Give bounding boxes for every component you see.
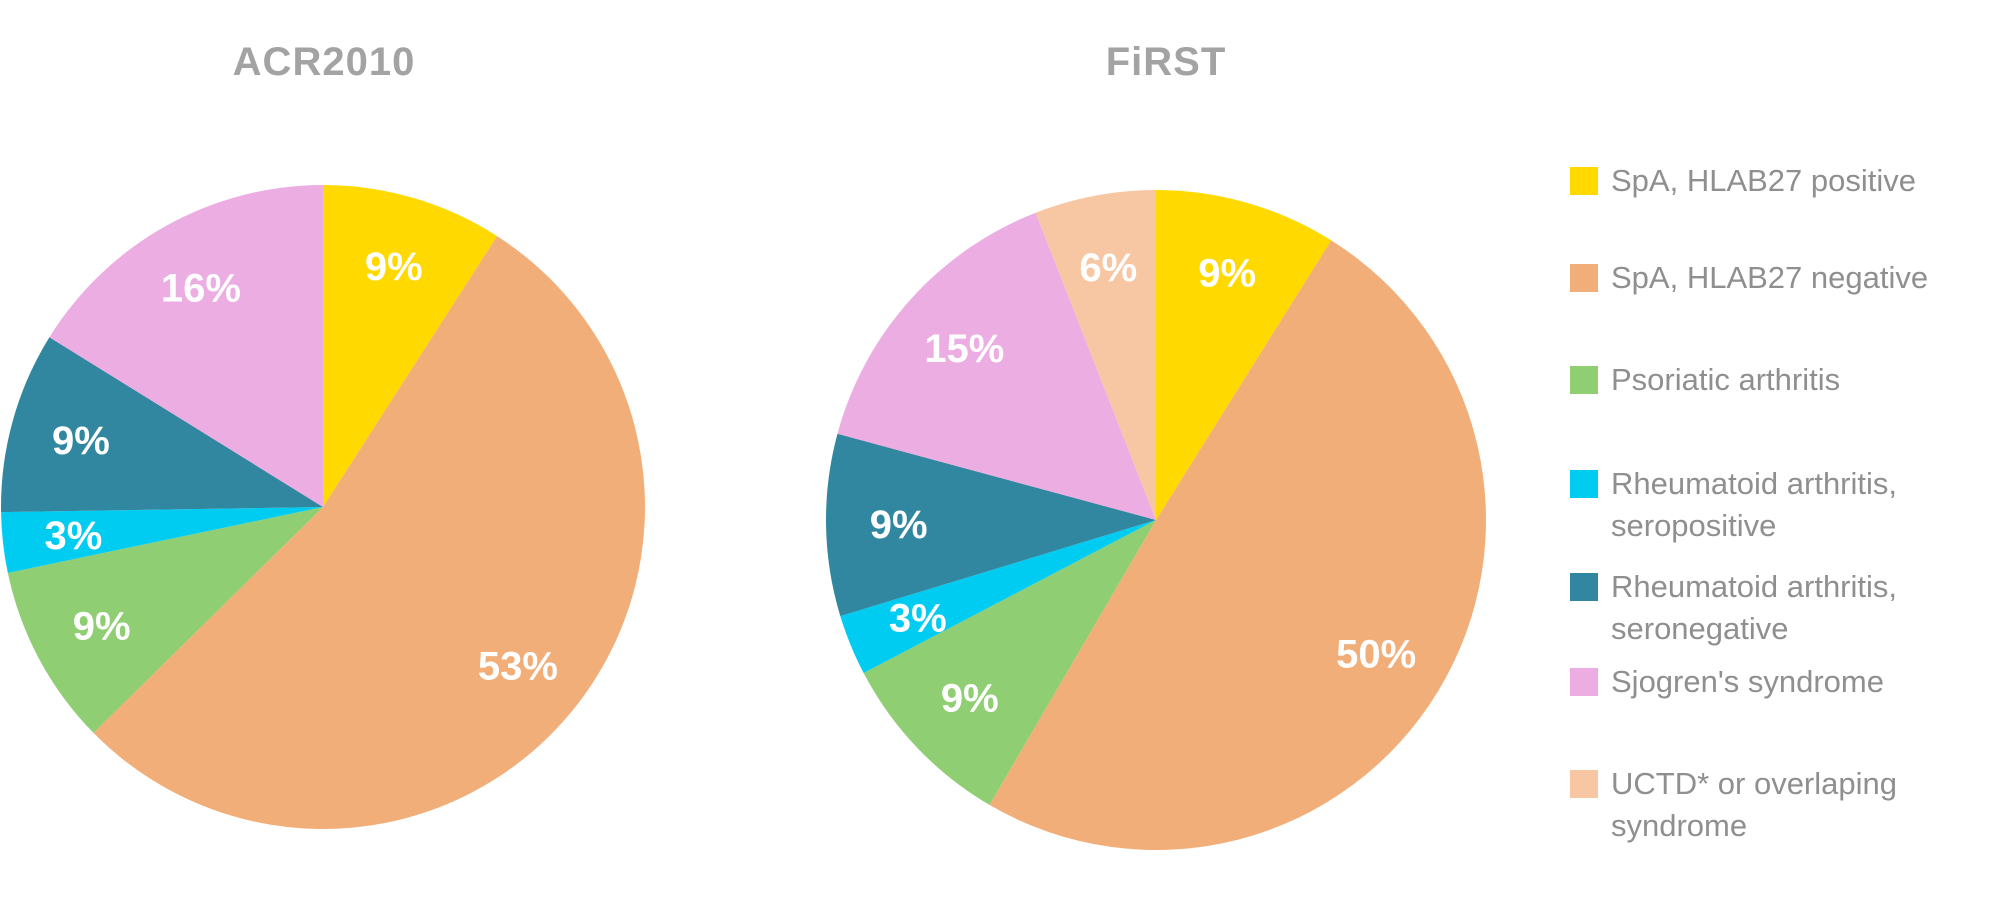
pie-slice (837, 212, 1156, 520)
pie-data-label: 9% (73, 605, 131, 649)
pie-slice (1, 507, 324, 573)
pie-data-label: 9% (1198, 252, 1256, 296)
pie-slice (840, 520, 1156, 674)
legend-label: UCTD* or overlaping syndrome (1611, 766, 1897, 843)
legend-item-uctd-overlaping-syndrome: UCTD* or overlaping syndrome (1570, 763, 2003, 847)
legend-label: Sjogren's syndrome (1611, 664, 1884, 699)
legend-swatch-icon (1570, 770, 1598, 798)
pie-slice (323, 185, 498, 507)
pie-data-label: 9% (52, 419, 110, 463)
pie-data-label: 9% (365, 245, 423, 289)
legend-label: SpA, HLAB27 negative (1611, 260, 1929, 295)
legend-item-spa-hlab27-negative: SpA, HLAB27 negative (1570, 257, 2003, 299)
legend-item-ra-seronegative: Rheumatoid arthritis, seronegative (1570, 566, 2003, 650)
pie-slice (49, 185, 323, 507)
chart-title-acr2010: ACR2010 (232, 40, 416, 84)
pie-chart-first: 9% 50% 9% 3% 9% 15% 6% (824, 188, 1488, 857)
legend-swatch-icon (1570, 264, 1598, 292)
legend-swatch-icon (1570, 366, 1598, 394)
legend-item-psoriatic-arthritis: Psoriatic arthritis (1570, 359, 2003, 401)
legend-label: Psoriatic arthritis (1611, 362, 1841, 397)
pie-slice (863, 520, 1156, 805)
pie-data-label: 3% (889, 597, 947, 641)
chart-title-first: FiRST (1105, 40, 1227, 84)
legend-swatch-icon (1570, 573, 1598, 601)
pie-slice (7, 507, 323, 733)
pie-slice (1035, 190, 1156, 520)
legend-label: Rheumatoid arthritis, seropositive (1611, 466, 1898, 543)
legend-label: Rheumatoid arthritis, seronegative (1611, 569, 1898, 646)
legend-item-sjogrens-syndrome: Sjogren's syndrome (1570, 661, 2003, 703)
pie-data-label: 3% (44, 514, 102, 558)
chart-legend: SpA, HLAB27 positive SpA, HLAB27 negativ… (1570, 0, 2008, 902)
pie-slice (93, 236, 646, 830)
pie-chart-acr2010: 9% 53% 9% 3% 9% 16% (0, 184, 648, 839)
legend-item-spa-hlab27-positive: SpA, HLAB27 positive (1570, 160, 2003, 202)
pie-data-label: 15% (924, 327, 1004, 371)
pie-data-label: 9% (941, 677, 999, 721)
pie-slice (1156, 190, 1332, 520)
legend-swatch-icon (1570, 470, 1598, 498)
pie-data-label: 9% (870, 503, 928, 547)
legend-label: SpA, HLAB27 positive (1611, 163, 1917, 198)
legend-item-ra-seropositive: Rheumatoid arthritis, seropositive (1570, 463, 2003, 547)
pie-slice (989, 240, 1486, 850)
pie-data-label: 6% (1079, 246, 1137, 290)
legend-swatch-icon (1570, 668, 1598, 696)
pie-data-label: 50% (1336, 632, 1416, 676)
pie-slice (1, 337, 324, 513)
pie-slice (826, 433, 1156, 617)
pie-data-label: 16% (161, 267, 241, 311)
legend-swatch-icon (1570, 167, 1598, 195)
pie-data-label: 53% (478, 644, 558, 688)
